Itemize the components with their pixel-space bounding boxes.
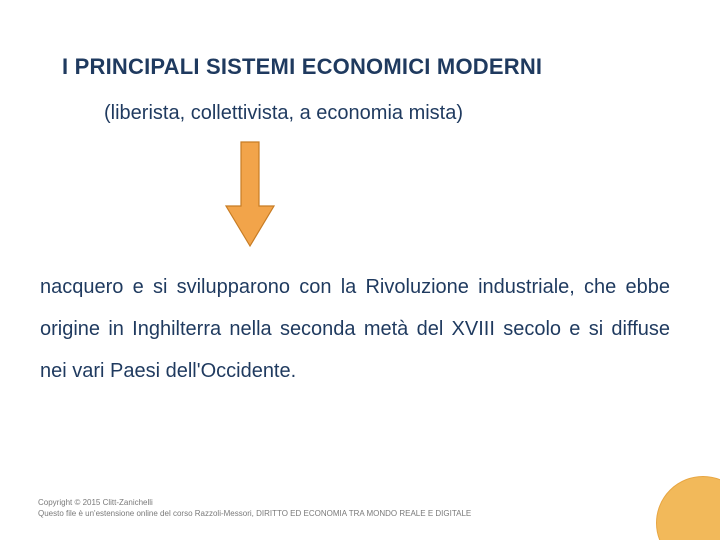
slide: I PRINCIPALI SISTEMI ECONOMICI MODERNI (… [0, 0, 720, 540]
slide-subtitle: (liberista, collettivista, a economia mi… [104, 102, 660, 125]
body-paragraph: nacquero e si svilupparono con la Rivolu… [40, 266, 670, 392]
footer: Copyright © 2015 Clitt-Zanichelli Questo… [38, 498, 471, 520]
footer-line-2: Questo file è un'estensione online del c… [38, 509, 471, 520]
footer-line-1: Copyright © 2015 Clitt-Zanichelli [38, 498, 471, 509]
corner-decoration [656, 476, 720, 540]
slide-title: I PRINCIPALI SISTEMI ECONOMICI MODERNI [62, 54, 680, 80]
down-arrow-icon [224, 140, 276, 250]
arrow-shape [226, 142, 274, 246]
